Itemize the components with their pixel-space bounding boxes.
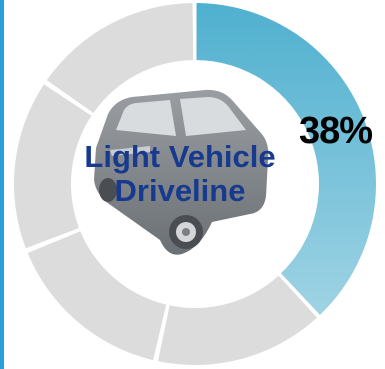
donut-segment-remaining [157, 275, 318, 365]
center-title-line-2: Driveline [114, 173, 246, 208]
donut-segments [13, 1, 377, 365]
donut-segment-remaining [13, 84, 92, 249]
center-title-line-1: Light Vehicle [84, 139, 276, 174]
donut-segment-remaining [46, 3, 194, 113]
center-title: Light Vehicle Driveline [55, 140, 305, 208]
donut-segment-highlighted [195, 3, 377, 316]
percent-label: 38% [299, 110, 373, 152]
donut-segment-remaining [27, 231, 167, 361]
car-icon [94, 89, 269, 255]
left-accent-bar [0, 0, 4, 369]
segment-divider-1 [277, 271, 322, 319]
